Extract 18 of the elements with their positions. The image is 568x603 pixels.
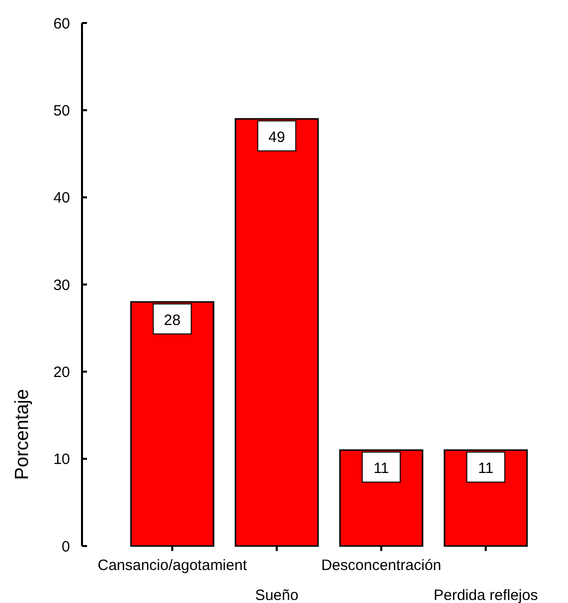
y-tick-label: 30 xyxy=(53,276,70,294)
y-tick-label: 50 xyxy=(53,102,70,120)
data-label: 11 xyxy=(478,460,494,478)
x-tick-label: Cansancio/agotamient xyxy=(98,557,248,574)
data-label: 28 xyxy=(164,312,181,329)
x-tick-label: Desconcentración xyxy=(321,557,442,574)
data-label: 49 xyxy=(268,128,286,146)
y-tick-label: 20 xyxy=(53,364,70,381)
x-tick-label: Perdida reflejos xyxy=(434,587,538,603)
y-tick-label: 60 xyxy=(53,15,70,32)
bar xyxy=(234,118,319,547)
data-label: 11 xyxy=(373,460,390,478)
y-axis-title: Porcentaje xyxy=(12,389,33,480)
y-tick-label: 10 xyxy=(53,451,70,468)
x-tick-label: Sueño xyxy=(255,587,298,603)
y-tick-label: 0 xyxy=(62,538,70,556)
y-tick-label: 40 xyxy=(53,190,70,207)
bar xyxy=(130,301,214,547)
